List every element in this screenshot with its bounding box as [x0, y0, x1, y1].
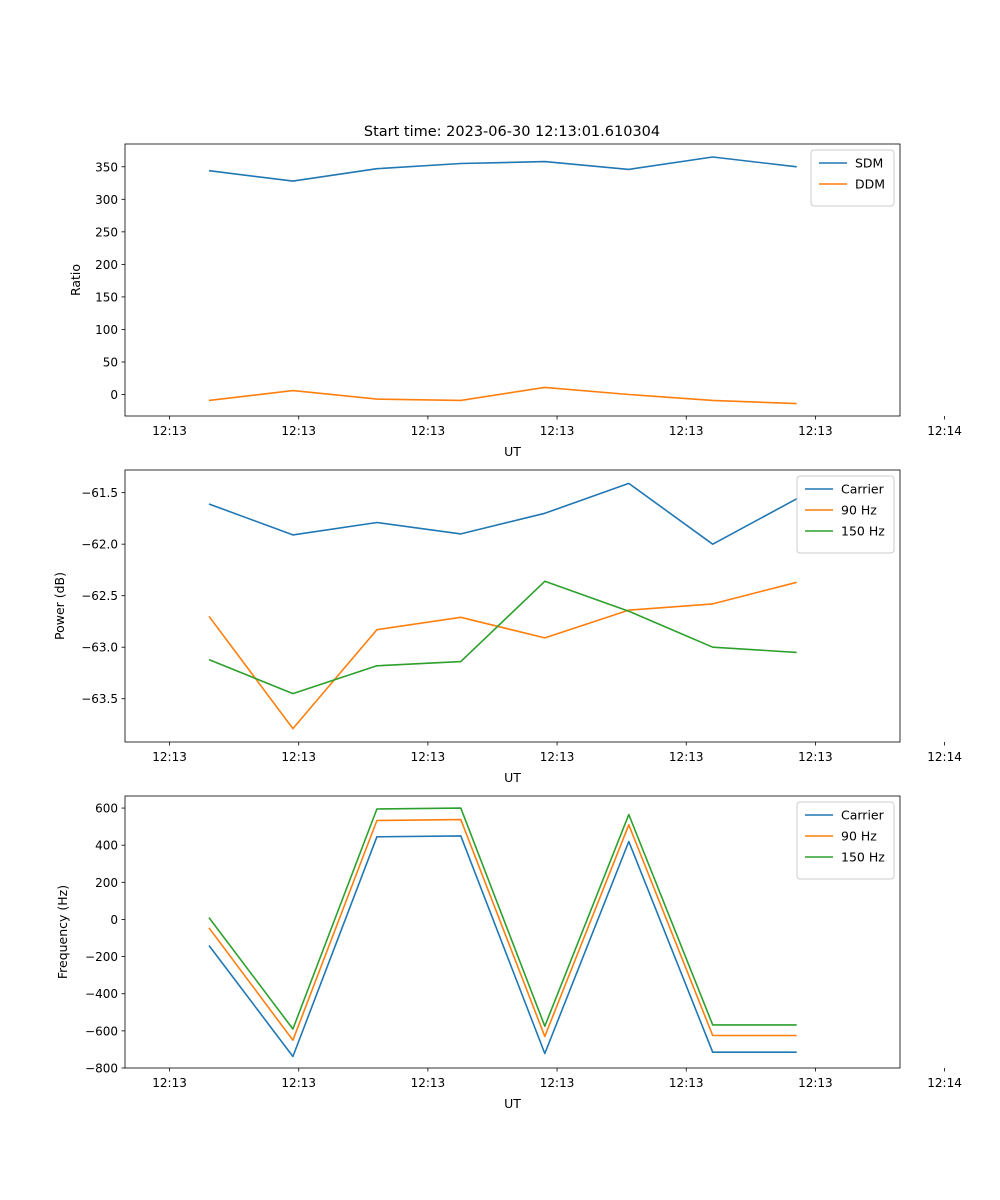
y-tick-label: −61.5 [81, 486, 118, 500]
x-tick-label: 12:13 [540, 750, 575, 764]
y-axis-label: Ratio [68, 264, 83, 296]
x-tick-label: 12:13 [798, 424, 833, 438]
axes-frame [124, 143, 901, 417]
legend-label: Carrier [841, 808, 885, 823]
x-axis-label: UT [504, 770, 521, 785]
legend-box [796, 475, 895, 554]
y-tick-label: 0 [110, 388, 118, 402]
legend: Carrier 90 Hz 150 Hz [796, 475, 895, 554]
y-tick-label: −600 [85, 1024, 118, 1038]
y-tick-label: −800 [85, 1062, 118, 1076]
x-tick-label: 12:13 [152, 1076, 187, 1090]
y-tick-label: −62.5 [81, 589, 118, 603]
legend-label: 90 Hz [841, 829, 877, 844]
figure-title: Start time: 2023-06-30 12:13:01.610304 [364, 124, 660, 140]
legend-box [810, 149, 895, 207]
x-tick-label: 12:13 [798, 750, 833, 764]
y-tick-label: −400 [85, 987, 118, 1001]
y-tick-label: −63.0 [81, 641, 118, 655]
x-tick-label: 12:14 [927, 1076, 962, 1090]
y-tick-label: 350 [95, 160, 118, 174]
legend-label: 150 Hz [841, 524, 885, 539]
y-tick-label: −63.5 [81, 692, 118, 706]
x-tick-label: 12:14 [927, 750, 962, 764]
legend-label: Carrier [841, 482, 885, 497]
y-tick-label: 100 [95, 323, 118, 337]
y-tick-label: 200 [95, 876, 118, 890]
y-axis-label: Power (dB) [52, 572, 67, 640]
x-tick-label: 12:13 [152, 750, 187, 764]
y-tick-label: 50 [103, 355, 118, 369]
y-tick-label: −62.0 [81, 538, 118, 552]
x-tick-label: 12:13 [281, 1076, 316, 1090]
series-line-carrier [208, 482, 798, 546]
axes-frame [124, 795, 901, 1069]
x-tick-label: 12:13 [411, 424, 446, 438]
x-tick-label: 12:13 [152, 424, 187, 438]
legend-label: 90 Hz [841, 503, 877, 518]
legend-label: SDM [855, 156, 883, 171]
axes-frame [124, 469, 901, 743]
y-tick-label: 0 [110, 913, 118, 927]
x-tick-label: 12:13 [798, 1076, 833, 1090]
y-tick-label: −200 [85, 950, 118, 964]
x-tick-label: 12:14 [927, 424, 962, 438]
y-tick-label: 400 [95, 839, 118, 853]
chart-panel-2: 12:13 12:13 12:13 12:13 12:13 12:13 12:14 −63.5… [52, 469, 962, 785]
x-tick-label: 12:13 [540, 424, 575, 438]
x-axis-label: UT [504, 444, 521, 459]
x-axis-label: UT [504, 1096, 521, 1111]
legend-label: DDM [855, 177, 885, 192]
x-tick-label: 12:13 [669, 424, 704, 438]
y-tick-label: 250 [95, 225, 118, 239]
series-line-150-hz [208, 807, 797, 1030]
y-tick-label: 150 [95, 290, 118, 304]
legend: Carrier 90 Hz 150 Hz [796, 801, 895, 880]
legend-box [796, 801, 895, 880]
x-tick-label: 12:13 [411, 1076, 446, 1090]
y-tick-label: 200 [95, 258, 118, 272]
x-tick-label: 12:13 [540, 1076, 575, 1090]
y-axis-label: Frequency (Hz) [55, 885, 70, 979]
chart-panel-3: 12:13 12:13 12:13 12:13 12:13 12:13 12:14 −800 −… [55, 795, 962, 1111]
series-line-90-hz [208, 581, 797, 730]
series-line-carrier [208, 835, 797, 1058]
legend: SDM DDM [810, 149, 895, 207]
x-tick-label: 12:13 [281, 750, 316, 764]
chart-panel-1: 12:13 12:13 12:13 12:13 12:13 12:13 12:14 0 50 10… [68, 143, 962, 459]
y-tick-label: 300 [95, 193, 118, 207]
series-line-90-hz [208, 818, 797, 1041]
x-tick-label: 12:13 [669, 1076, 704, 1090]
x-tick-label: 12:13 [669, 750, 704, 764]
series-line-ddm [208, 386, 797, 405]
y-tick-label: 600 [95, 802, 118, 816]
x-tick-label: 12:13 [411, 750, 446, 764]
series-line-150-hz [208, 580, 797, 695]
legend-label: 150 Hz [841, 850, 885, 865]
x-tick-label: 12:13 [281, 424, 316, 438]
series-line-sdm [208, 156, 797, 182]
